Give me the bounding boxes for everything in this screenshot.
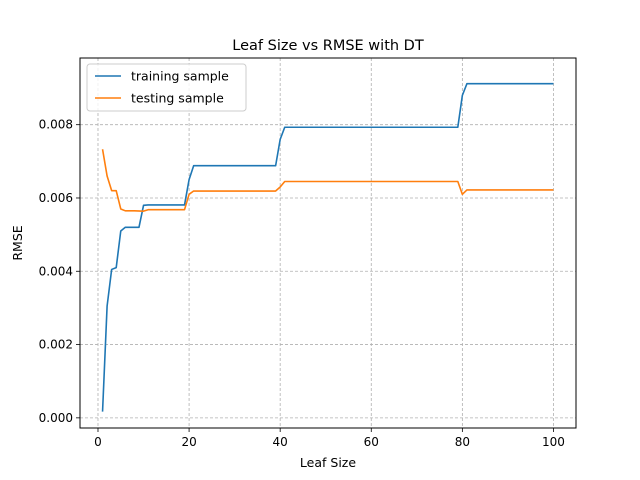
legend-box xyxy=(86,63,247,112)
y-tick-label: 0.008 xyxy=(39,118,73,132)
y-tick-label: 0.000 xyxy=(39,411,73,425)
x-tick-label: 40 xyxy=(273,435,288,449)
x-tick-label: 60 xyxy=(364,435,379,449)
series-group xyxy=(101,82,554,412)
series-line-training-sample xyxy=(101,82,554,412)
y-tick-label: 0.002 xyxy=(39,338,73,352)
legend-label-training: training sample xyxy=(131,69,229,84)
chart-title: Leaf Size vs RMSE with DT xyxy=(232,38,424,54)
x-axis-label: Leaf Size xyxy=(300,455,356,470)
y-tick-label: 0.004 xyxy=(39,264,73,278)
y-axis-label: RMSE xyxy=(10,225,25,260)
y-tick-label: 0.006 xyxy=(39,191,73,205)
axes-frame xyxy=(79,57,577,429)
x-tick-label: 100 xyxy=(542,435,565,449)
x-tick-label: 20 xyxy=(181,435,196,449)
x-axis: 0 20 40 60 80 100 xyxy=(94,428,565,449)
x-tick-label: 0 xyxy=(94,435,102,449)
y-axis: 0.000 0.002 0.004 0.006 0.008 xyxy=(39,118,80,425)
legend: training sample testing sample xyxy=(86,63,247,112)
x-tick-label: 80 xyxy=(455,435,470,449)
plot-area xyxy=(79,57,577,429)
grid xyxy=(80,58,576,428)
legend-label-testing: testing sample xyxy=(131,91,224,106)
series-line-testing-sample xyxy=(101,149,554,212)
